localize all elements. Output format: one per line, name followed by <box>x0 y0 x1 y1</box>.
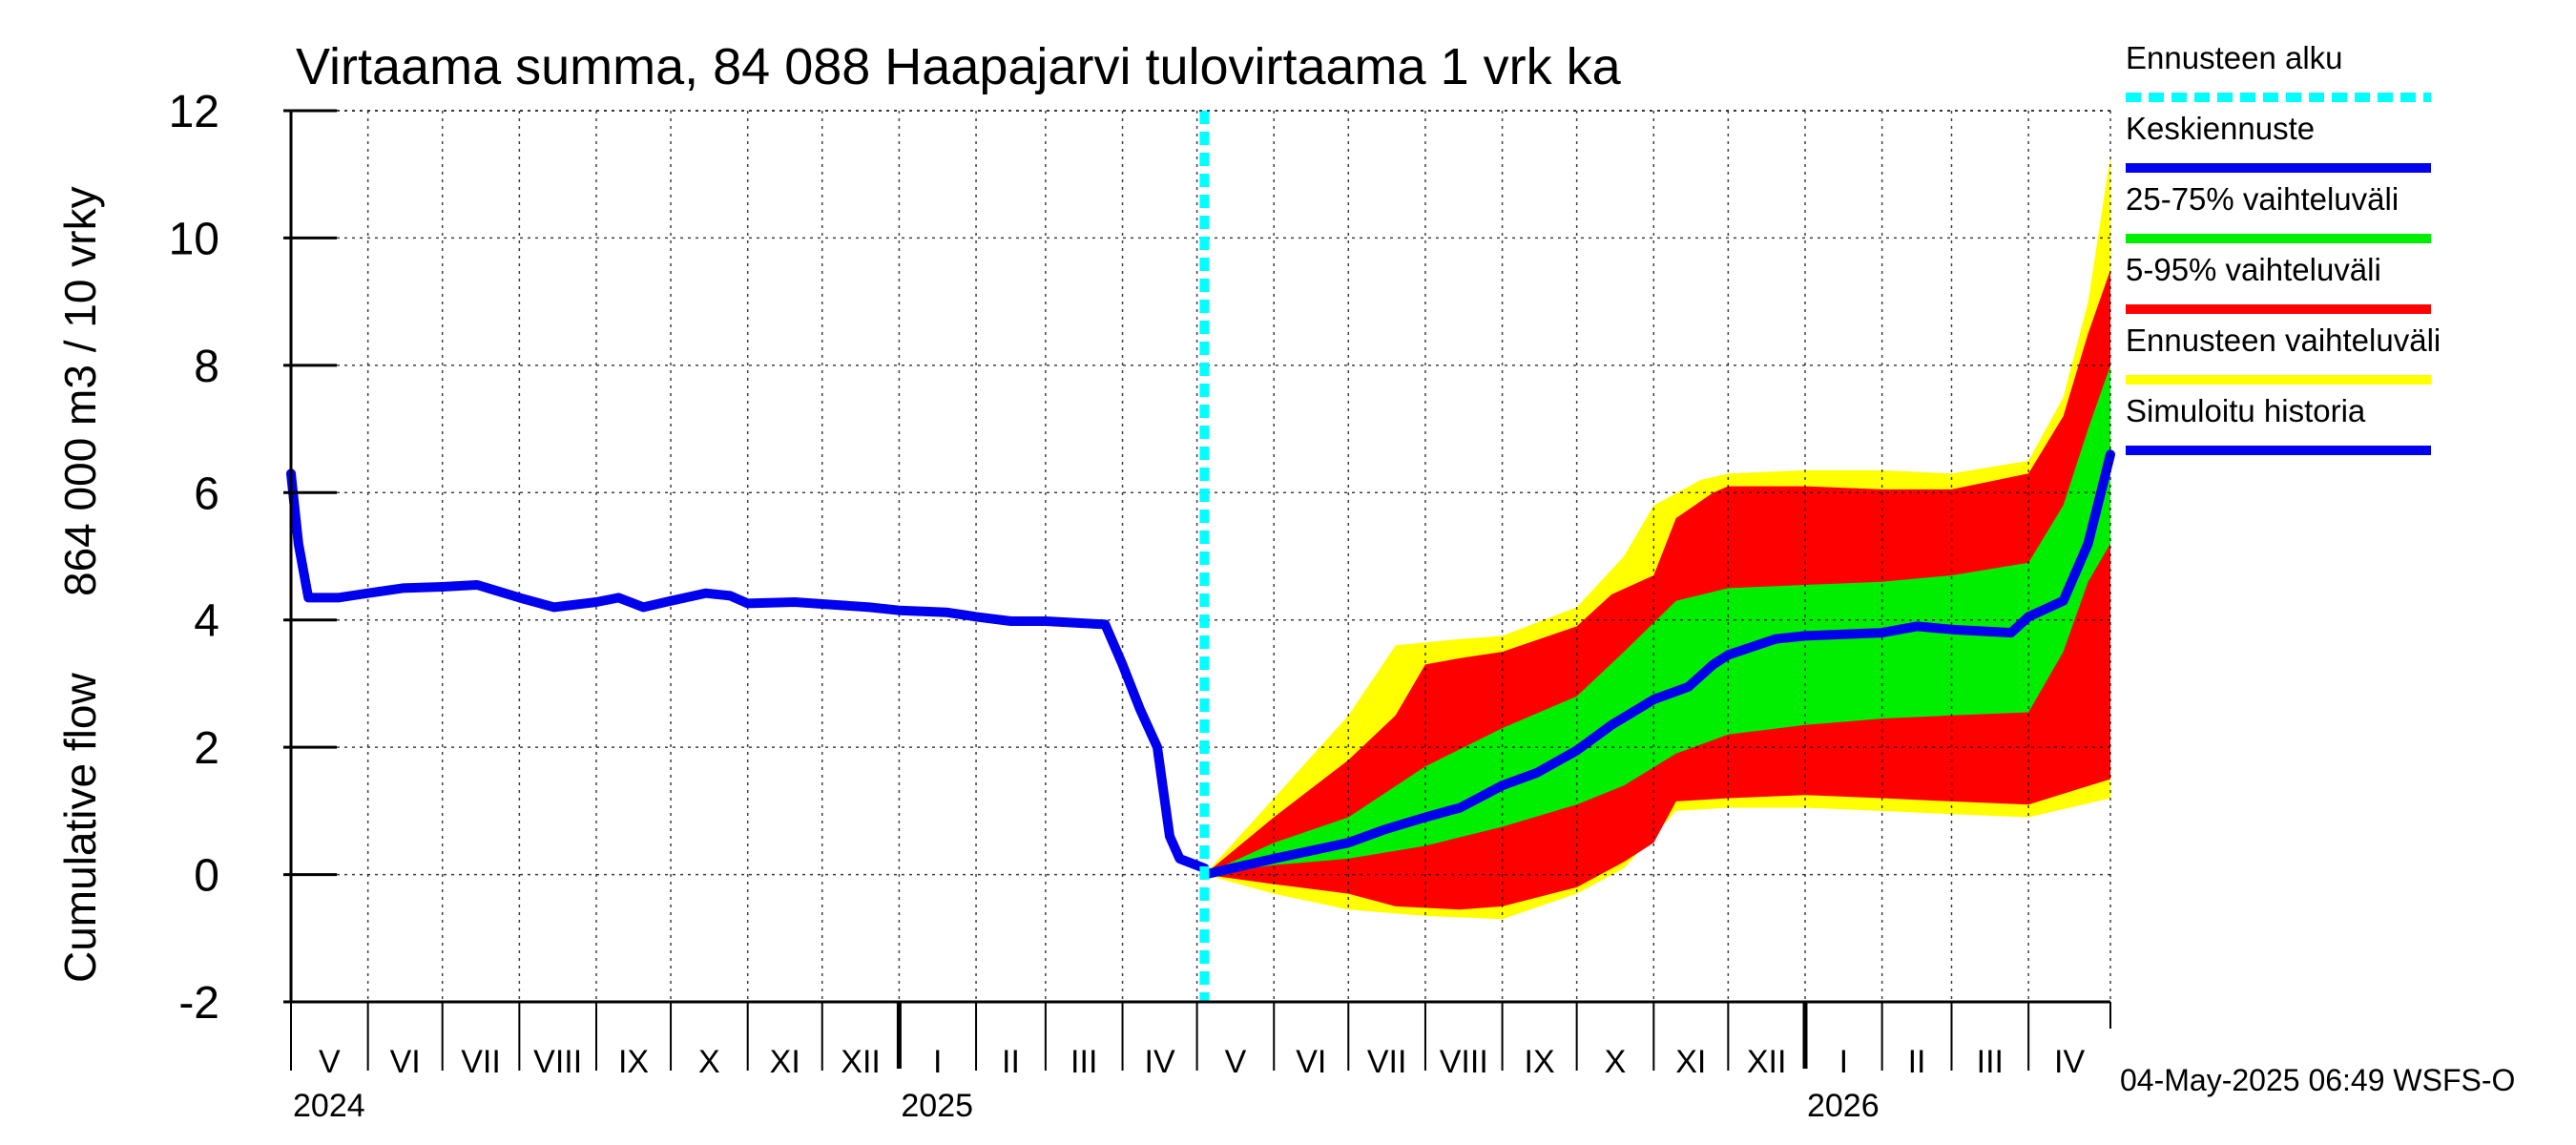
series-line-0 <box>286 468 1210 873</box>
y-tick-label: 8 <box>194 342 219 392</box>
month-label: XII <box>1747 1044 1787 1080</box>
x-tick-labels: V VI VII VIII IX X XI XII I II III IV V VI VII VIII IX X X… <box>293 1044 2085 1124</box>
band-1 <box>1204 269 2110 910</box>
month-label: XI <box>1675 1044 1706 1080</box>
y-tick-label: 0 <box>194 851 219 902</box>
month-label: VIII <box>1440 1044 1488 1080</box>
chart-title: Virtaama summa, 84 088 Haapajarvi tulovi… <box>296 38 1622 95</box>
legend-label: Ennusteen alku <box>2126 40 2343 75</box>
y-tick-labels: -2 0 2 4 6 8 10 12 <box>169 87 219 1029</box>
year-label: 2025 <box>901 1088 973 1124</box>
series-lines <box>286 449 2115 880</box>
month-label: VI <box>1296 1044 1326 1080</box>
month-label: I <box>933 1044 942 1080</box>
y-tick-label: 2 <box>194 723 219 774</box>
y-tick-label: 12 <box>169 87 219 137</box>
month-label: IX <box>618 1044 649 1080</box>
month-label: I <box>1839 1044 1848 1080</box>
month-label: VII <box>461 1044 501 1080</box>
month-label: XII <box>841 1044 881 1080</box>
month-label: III <box>1977 1044 2004 1080</box>
legend-label: 25-75% vaihteluväli <box>2126 181 2399 217</box>
month-label: VI <box>390 1044 421 1080</box>
footer-timestamp: 04-May-2025 06:49 WSFS-O <box>2120 1063 2515 1097</box>
y-axis-label-line1: Cumulative flow <box>55 673 105 983</box>
month-label: IV <box>2054 1044 2085 1080</box>
month-label: XI <box>770 1044 800 1080</box>
y-axis-label-line2: 864 000 m3 / 10 vrky <box>55 186 105 596</box>
legend: Ennusteen alku Keskiennuste 25-75% vaihtel… <box>2126 40 2441 455</box>
month-label: II <box>1002 1044 1020 1080</box>
y-tick-label: 10 <box>169 214 219 264</box>
month-label: X <box>698 1044 720 1080</box>
y-tick-label: 6 <box>194 468 219 519</box>
axes <box>283 109 2111 1071</box>
month-label: II <box>1908 1044 1926 1080</box>
month-label: VIII <box>533 1044 582 1080</box>
y-tick-label: -2 <box>178 978 219 1029</box>
legend-label: Keskiennuste <box>2126 111 2315 146</box>
legend-label: Ennusteen vaihteluväli <box>2126 323 2441 358</box>
month-label: IV <box>1145 1044 1175 1080</box>
month-label: V <box>1225 1044 1247 1080</box>
month-label: V <box>319 1044 341 1080</box>
year-label: 2026 <box>1807 1088 1880 1124</box>
y-tick-label: 4 <box>194 596 219 647</box>
legend-label: Simuloitu historia <box>2126 393 2366 428</box>
legend-label: 5-95% vaihteluväli <box>2126 252 2381 287</box>
month-label: VII <box>1367 1044 1407 1080</box>
year-label: 2024 <box>293 1088 365 1124</box>
series-line-1 <box>1199 449 2115 880</box>
month-label: IX <box>1525 1044 1555 1080</box>
month-label: X <box>1605 1044 1627 1080</box>
month-label: III <box>1070 1044 1097 1080</box>
